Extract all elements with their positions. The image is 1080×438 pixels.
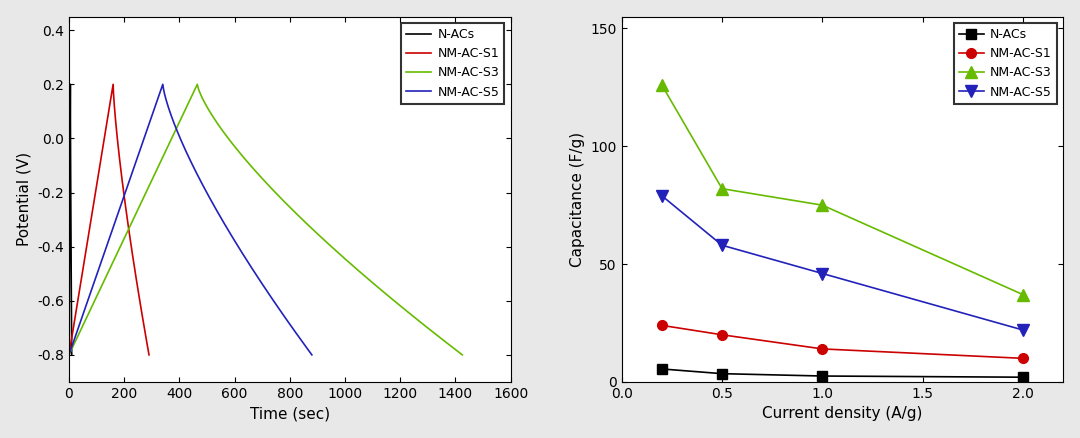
NM-AC-S5 bbox=[206, 201, 219, 206]
NM-AC-S1 bbox=[114, 170, 127, 176]
NM-AC-S3 bbox=[180, 104, 193, 110]
NM-AC-S1 bbox=[120, 211, 133, 216]
NM-AC-S5 bbox=[149, 104, 162, 110]
NM-AC-S3 bbox=[456, 352, 469, 357]
NM-AC-S1 bbox=[143, 352, 156, 357]
Line: N-ACs: N-ACs bbox=[69, 84, 71, 355]
Line: NM-AC-S5: NM-AC-S5 bbox=[69, 84, 312, 355]
NM-AC-S5 bbox=[190, 170, 203, 176]
NM-AC-S1 bbox=[107, 81, 120, 87]
NM-AC-S3 bbox=[656, 82, 669, 88]
NM-AC-S5 bbox=[63, 352, 76, 357]
NM-AC-S1 bbox=[119, 201, 132, 206]
N-ACs bbox=[65, 352, 78, 357]
Legend: N-ACs, NM-AC-S1, NM-AC-S3, NM-AC-S5: N-ACs, NM-AC-S1, NM-AC-S3, NM-AC-S5 bbox=[402, 23, 504, 104]
NM-AC-S3 bbox=[716, 186, 729, 191]
X-axis label: Current density (A/g): Current density (A/g) bbox=[762, 406, 922, 421]
NM-AC-S3 bbox=[280, 201, 293, 206]
NM-AC-S3 bbox=[289, 211, 302, 216]
NM-AC-S5 bbox=[816, 271, 829, 276]
NM-AC-S5 bbox=[716, 243, 729, 248]
Line: NM-AC-S1: NM-AC-S1 bbox=[657, 321, 1028, 363]
X-axis label: Time (sec): Time (sec) bbox=[249, 406, 329, 421]
Y-axis label: Capacitance (F/g): Capacitance (F/g) bbox=[570, 132, 585, 267]
NM-AC-S5 bbox=[656, 193, 669, 198]
NM-AC-S3 bbox=[191, 81, 204, 87]
N-ACs bbox=[63, 301, 76, 307]
NM-AC-S1 bbox=[131, 283, 144, 289]
NM-AC-S5 bbox=[257, 283, 270, 289]
NM-AC-S1 bbox=[716, 332, 729, 337]
Line: NM-AC-S3: NM-AC-S3 bbox=[656, 79, 1029, 301]
NM-AC-S1 bbox=[63, 352, 76, 357]
NM-AC-S1 bbox=[117, 189, 130, 194]
NM-AC-S1 bbox=[1016, 356, 1029, 361]
NM-AC-S3 bbox=[268, 189, 281, 194]
N-ACs bbox=[816, 374, 829, 379]
NM-AC-S5 bbox=[1016, 328, 1029, 333]
Legend: N-ACs, NM-AC-S1, NM-AC-S3, NM-AC-S5: N-ACs, NM-AC-S1, NM-AC-S3, NM-AC-S5 bbox=[954, 23, 1057, 104]
N-ACs bbox=[63, 352, 76, 357]
Line: NM-AC-S1: NM-AC-S1 bbox=[69, 84, 149, 355]
N-ACs bbox=[64, 81, 77, 87]
Line: N-ACs: N-ACs bbox=[657, 364, 1028, 382]
NM-AC-S3 bbox=[1016, 292, 1029, 297]
NM-AC-S5 bbox=[306, 352, 319, 357]
NM-AC-S3 bbox=[251, 170, 264, 176]
NM-AC-S3 bbox=[816, 202, 829, 208]
Line: NM-AC-S3: NM-AC-S3 bbox=[69, 84, 462, 355]
NM-AC-S5 bbox=[212, 211, 225, 216]
NM-AC-S1 bbox=[816, 346, 829, 352]
N-ACs bbox=[716, 371, 729, 376]
NM-AC-S5 bbox=[200, 189, 213, 194]
N-ACs bbox=[64, 172, 77, 177]
N-ACs bbox=[656, 366, 669, 371]
N-ACs bbox=[65, 206, 78, 211]
N-ACs bbox=[65, 233, 78, 238]
N-ACs bbox=[63, 285, 76, 290]
N-ACs bbox=[65, 280, 78, 286]
NM-AC-S1 bbox=[656, 323, 669, 328]
NM-AC-S3 bbox=[369, 283, 382, 289]
N-ACs bbox=[1016, 374, 1029, 380]
NM-AC-S1 bbox=[103, 104, 116, 110]
NM-AC-S5 bbox=[157, 81, 170, 87]
NM-AC-S3 bbox=[63, 352, 76, 357]
Line: NM-AC-S5: NM-AC-S5 bbox=[656, 190, 1029, 336]
Y-axis label: Potential (V): Potential (V) bbox=[16, 152, 31, 246]
